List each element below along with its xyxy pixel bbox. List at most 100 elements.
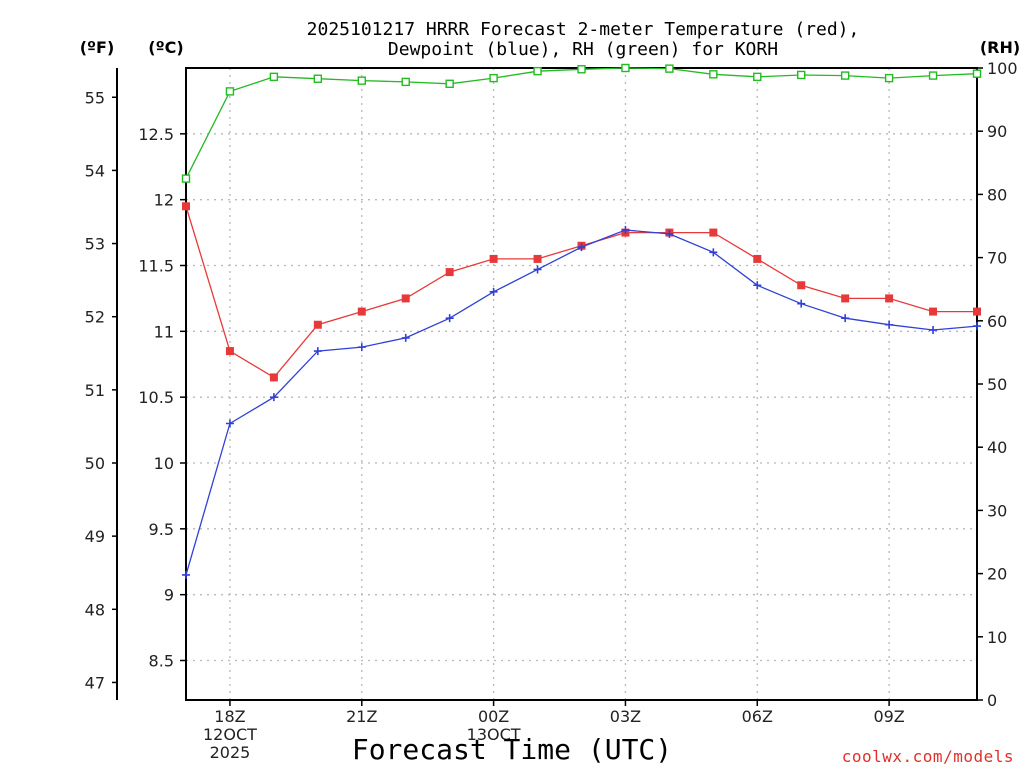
dewpoint-line (185, 229, 978, 576)
temperature-point (313, 320, 322, 329)
fahrenheit-tick-label: 55 (85, 88, 105, 107)
dewpoint-point (709, 248, 718, 257)
rh-point (225, 87, 235, 96)
rh-point (489, 73, 498, 83)
temperature-point (797, 281, 806, 290)
rh-point (928, 71, 938, 80)
dewpoint-point (885, 320, 894, 329)
dewpoint-point (401, 333, 410, 342)
x-axis-title: Forecast Time (UTC) (352, 733, 672, 766)
dewpoint-point (182, 570, 190, 579)
rh-line (185, 67, 978, 179)
dewpoint-point (357, 343, 366, 352)
chart-title-line-2: Dewpoint (blue), RH (green) for KORH (388, 39, 778, 60)
dewpoint-point (445, 314, 454, 323)
source-credit: coolwx.com/models (842, 747, 1014, 766)
rh-point (884, 73, 894, 83)
chart-gridlines (186, 68, 977, 700)
dewpoint-point (621, 225, 630, 234)
rh-point (621, 63, 630, 73)
rh-point (753, 72, 762, 82)
rh-point (709, 70, 718, 79)
rh-point (577, 65, 586, 74)
dewpoint-point (841, 314, 850, 323)
dewpoint-series (182, 225, 981, 579)
chart-tick-labels: 8.5 9 9.5 10 10.5 11 11.5 12 12.5 47 48 49 50 51 52 53 5… (85, 59, 1018, 762)
chart-series (181, 63, 982, 579)
rh-tick-label: 30 (987, 501, 1007, 520)
fahrenheit-tick-label: 49 (85, 527, 105, 546)
temperature-point (445, 268, 454, 277)
temperature-point (709, 228, 718, 237)
temperature-point (182, 202, 190, 211)
rh-point (533, 66, 542, 76)
dewpoint-point (753, 281, 762, 290)
rh-tick-label: 10 (987, 628, 1007, 647)
rh-tick-label: 40 (987, 438, 1007, 457)
celsius-tick-label: 9 (164, 586, 174, 605)
rh-point (665, 64, 674, 73)
dewpoint-point (973, 322, 981, 331)
dewpoint-point (577, 243, 586, 252)
chart-axes (112, 67, 983, 706)
rh-tick-label: 60 (987, 312, 1007, 331)
rh-point (401, 77, 410, 87)
rh-tick-label: 90 (987, 122, 1007, 141)
rh-series (181, 63, 982, 183)
rh-point (797, 70, 806, 80)
celsius-tick-label: 12 (154, 191, 174, 210)
celsius-axis-unit-label: (ºC) (148, 38, 183, 57)
rh-point (269, 72, 279, 82)
rh-tick-label: 20 (987, 565, 1007, 584)
rh-tick-label: 80 (987, 185, 1007, 204)
celsius-tick-label: 8.5 (149, 652, 174, 671)
rh-axis-unit-label: (RH) (980, 38, 1020, 57)
dewpoint-point (533, 265, 542, 274)
x-tick-label: 06Z (742, 707, 773, 726)
dewpoint-point (797, 299, 806, 308)
x-tick-label: 03Z (610, 707, 641, 726)
celsius-tick-label: 10.5 (138, 388, 174, 407)
temperature-point (929, 307, 938, 316)
celsius-tick-label: 11.5 (138, 257, 174, 276)
dewpoint-point (313, 347, 322, 356)
celsius-tick-label: 12.5 (138, 125, 174, 144)
fahrenheit-tick-label: 54 (85, 161, 105, 180)
celsius-tick-label: 9.5 (149, 520, 174, 539)
plot-frame (185, 67, 978, 701)
chart-title-line-1: 2025101217 HRRR Forecast 2-meter Tempera… (307, 19, 860, 40)
rh-point (313, 74, 323, 83)
x-tick-label: 21Z (346, 707, 377, 726)
dewpoint-point (269, 393, 278, 402)
fahrenheit-tick-label: 50 (85, 454, 105, 473)
temperature-point (489, 254, 498, 263)
temperature-point (357, 307, 366, 316)
rh-tick-label: 0 (987, 691, 997, 710)
fahrenheit-tick-label: 47 (85, 673, 105, 692)
x-tick-label: 09Z (873, 707, 904, 726)
temperature-point (753, 254, 762, 263)
dewpoint-point (489, 287, 498, 296)
fahrenheit-tick-label: 48 (85, 600, 105, 619)
rh-point (181, 174, 191, 183)
temperature-point (841, 294, 850, 303)
temperature-line (185, 206, 977, 379)
rh-point (840, 71, 850, 80)
rh-point (357, 76, 366, 85)
fahrenheit-tick-label: 52 (85, 308, 105, 327)
rh-tick-label: 50 (987, 375, 1007, 394)
fahrenheit-axis-unit-label: (ºF) (80, 38, 115, 57)
temperature-point (225, 347, 234, 356)
rh-tick-label: 70 (987, 249, 1007, 268)
celsius-tick-label: 11 (154, 322, 174, 341)
temperature-point (973, 307, 981, 316)
temperature-series (182, 202, 981, 382)
dewpoint-point (225, 419, 234, 428)
rh-point (445, 79, 454, 89)
fahrenheit-tick-label: 51 (85, 381, 105, 400)
temperature-point (401, 294, 410, 303)
rh-tick-label: 100 (987, 59, 1018, 78)
dewpoint-point (665, 229, 674, 238)
dewpoint-point (929, 326, 938, 335)
